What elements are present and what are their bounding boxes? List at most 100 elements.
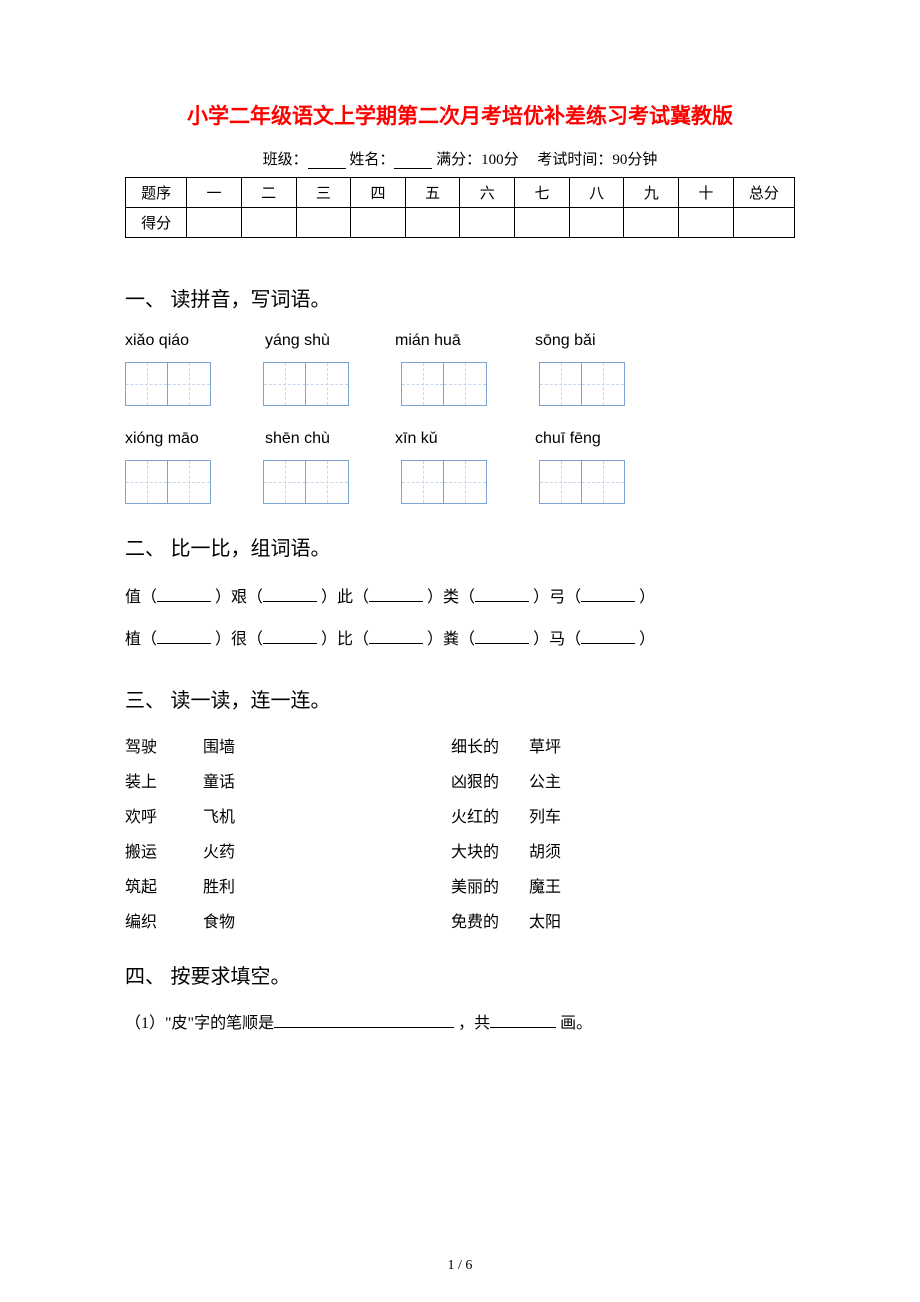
exam-title: 小学二年级语文上学期第二次月考培优补差练习考试冀教版: [125, 100, 795, 130]
col-head: 三: [296, 178, 351, 208]
col-head: 六: [460, 178, 515, 208]
q2-seg: 值（: [125, 589, 157, 606]
q2-row-1: 值（ ）艰（ ）此（ ）类（ ）弓（ ）: [125, 581, 795, 615]
page-footer: 1 / 6: [0, 1258, 920, 1274]
q3-b: 草坪: [529, 733, 607, 757]
total-header: 总分: [733, 178, 794, 208]
q3-a: 凶狠的: [451, 768, 529, 792]
pinyin-label: chuī fēng: [535, 430, 655, 448]
q3-pair: 免费的太阳: [451, 908, 607, 932]
word-box: [125, 362, 211, 406]
score-cell: [515, 208, 570, 238]
q3-right-col: 细长的草坪 凶狠的公主 火红的列车 大块的胡须 美丽的魔王 免费的太阳: [451, 733, 607, 932]
score-cell: [733, 208, 794, 238]
pinyin-label: shēn chù: [265, 430, 395, 448]
q4-seg: 画。: [560, 1015, 592, 1032]
blank: [157, 588, 211, 602]
row1-header: 题序: [126, 178, 187, 208]
col-head: 十: [679, 178, 734, 208]
blank: [369, 630, 423, 644]
full-value: 100分: [481, 152, 519, 168]
q3-b: 胡须: [529, 838, 607, 862]
col-head: 五: [405, 178, 460, 208]
q3-pair: 凶狠的公主: [451, 768, 607, 792]
q3-a: 筑起: [125, 873, 203, 897]
section-4-heading: 四、 按要求填空。: [125, 960, 795, 989]
blank: [475, 588, 529, 602]
pinyin-label: xīn kǔ: [395, 430, 535, 448]
q2-seg: ）: [639, 631, 655, 648]
q2-seg: 植（: [125, 631, 157, 648]
time-value: 90分钟: [612, 152, 657, 168]
q3-pair: 火红的列车: [451, 803, 607, 827]
col-head: 四: [351, 178, 406, 208]
box-row-1: [125, 362, 795, 406]
box-row-2: [125, 460, 795, 504]
q3-pair: 驾驶围墙: [125, 733, 281, 757]
q3-a: 驾驶: [125, 733, 203, 757]
q2-seg: ）马（: [533, 631, 581, 648]
q2-seg: ）: [639, 589, 655, 606]
blank: [157, 630, 211, 644]
q3-pair: 装上童话: [125, 768, 281, 792]
word-box: [263, 460, 349, 504]
score-cell: [405, 208, 460, 238]
q3-b: 食物: [203, 908, 281, 932]
score-cell: [460, 208, 515, 238]
blank: [274, 1014, 454, 1028]
q3-a: 搬运: [125, 838, 203, 862]
score-cell: [569, 208, 624, 238]
q3-pair: 编织食物: [125, 908, 281, 932]
q3-a: 免费的: [451, 908, 529, 932]
word-box: [539, 460, 625, 504]
q3-pair: 搬运火药: [125, 838, 281, 862]
q3-a: 美丽的: [451, 873, 529, 897]
blank: [581, 588, 635, 602]
q2-seg: ）弓（: [533, 589, 581, 606]
q2-seg: ）很（: [215, 631, 263, 648]
blank: [263, 588, 317, 602]
score-cell: [241, 208, 296, 238]
col-head: 七: [515, 178, 570, 208]
score-cell: [187, 208, 242, 238]
blank: [369, 588, 423, 602]
q3-wrap: 驾驶围墙 装上童话 欢呼飞机 搬运火药 筑起胜利 编织食物 细长的草坪 凶狠的公…: [125, 733, 795, 932]
row2-header: 得分: [126, 208, 187, 238]
blank: [490, 1014, 556, 1028]
q3-b: 围墙: [203, 733, 281, 757]
score-cell: [624, 208, 679, 238]
blank: [475, 630, 529, 644]
q2-seg: ）比（: [321, 631, 369, 648]
q3-b: 童话: [203, 768, 281, 792]
q2-seg: ）艰（: [215, 589, 263, 606]
q2-row-2: 植（ ）很（ ）比（ ）粪（ ）马（ ）: [125, 623, 795, 657]
pinyin-label: mián huā: [395, 332, 535, 350]
blank: [581, 630, 635, 644]
q3-b: 胜利: [203, 873, 281, 897]
q3-b: 火药: [203, 838, 281, 862]
q3-pair: 美丽的魔王: [451, 873, 607, 897]
q4-seg: （1）"皮"字的笔顺是: [125, 1015, 274, 1032]
full-label: 满分：: [436, 152, 481, 168]
q2-seg: ）粪（: [427, 631, 475, 648]
section-1-heading: 一、 读拼音，写词语。: [125, 283, 795, 312]
q2-seg: ）此（: [321, 589, 369, 606]
form-row: 班级： 姓名： 满分：100分 考试时间：90分钟: [125, 148, 795, 169]
col-head: 二: [241, 178, 296, 208]
q4-seg: ，共: [458, 1015, 490, 1032]
q2-seg: ）类（: [427, 589, 475, 606]
q3-b: 列车: [529, 803, 607, 827]
q3-b: 飞机: [203, 803, 281, 827]
word-box: [401, 362, 487, 406]
section-3-heading: 三、 读一读，连一连。: [125, 684, 795, 713]
word-box: [401, 460, 487, 504]
pinyin-row-1: xiǎo qiáo yáng shù mián huā sōng bǎi: [125, 332, 795, 350]
q3-b: 太阳: [529, 908, 607, 932]
score-cell: [296, 208, 351, 238]
pinyin-label: xiǎo qiáo: [125, 332, 265, 350]
q3-a: 欢呼: [125, 803, 203, 827]
q3-b: 公主: [529, 768, 607, 792]
pinyin-row-2: xióng māo shēn chù xīn kǔ chuī fēng: [125, 430, 795, 448]
table-row: 题序 一 二 三 四 五 六 七 八 九 十 总分: [126, 178, 795, 208]
time-label: 考试时间：: [537, 152, 612, 168]
